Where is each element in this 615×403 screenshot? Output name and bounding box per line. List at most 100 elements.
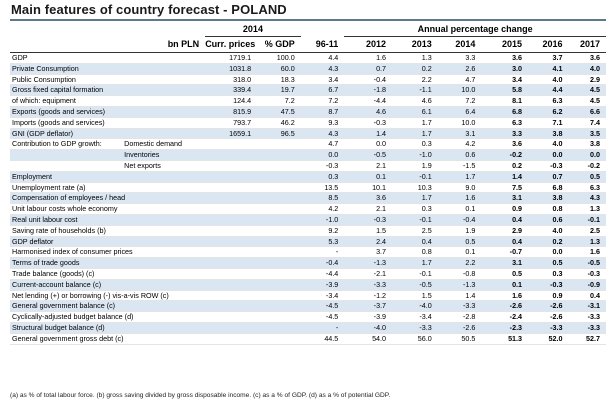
cell-year-value: 1.5: [392, 290, 438, 302]
cell-year-value: -0.7: [481, 246, 529, 259]
cell-year-value: 4.7: [437, 74, 482, 86]
cell-year-value: 0.8: [392, 246, 438, 259]
cell-year-value: 1.7: [392, 117, 438, 129]
cell-year-value: 10.0: [437, 84, 482, 97]
cell-year-value: 3.3: [481, 128, 529, 140]
cell-year-value: 0.3: [392, 203, 438, 215]
cell-year-value: 3.6: [344, 192, 393, 205]
cell-year-value: 7.2: [437, 95, 482, 107]
col-avg-header: 96-11: [300, 36, 345, 53]
row-label: Real unit labour cost: [10, 214, 206, 226]
cell-year-value: 2.1: [344, 203, 393, 215]
col-curr-header: Curr. prices: [205, 36, 258, 53]
row-label: Employment: [10, 171, 206, 183]
table-row: Structural budget balance (d) - -4.0 -3.3 -2…: [10, 322, 606, 334]
row-label: Trade balance (goods) (c): [10, 268, 206, 280]
cell-year-value: -0.8: [437, 268, 482, 280]
cell-bn: 1719.1: [205, 52, 258, 64]
cell-bn: [205, 300, 258, 313]
table-row: Inventories 0.0 -0.5 -1.0 0.6 -0.2 0.0 0.0: [10, 149, 606, 161]
cell-bn: [205, 333, 258, 345]
cell-year-value: 6.8: [528, 182, 569, 194]
cell-year-value: 3.6: [568, 52, 606, 64]
cell-gdp-share: [257, 160, 301, 172]
cell-bn: [205, 203, 258, 215]
cell-year-value: 10.1: [344, 182, 393, 194]
row-label: GNI (GDP deflator): [10, 128, 206, 140]
cell-year-value: -0.3: [568, 268, 606, 280]
cell-year-value: 0.6: [528, 214, 569, 226]
cell-year-value: 4.1: [528, 63, 569, 75]
cell-year-value: 0.4: [568, 290, 606, 302]
cell-year-value: -0.3: [528, 160, 569, 172]
cell-avg-9611: 4.2: [300, 203, 345, 215]
cell-year-value: 5.8: [481, 84, 529, 97]
cell-year-value: 3.5: [568, 128, 606, 140]
row-label: General government balance (c): [10, 300, 206, 313]
table-row: of which: equipment 124.4 7.2 7.2 -4.4 4.6 7.2…: [10, 95, 606, 107]
table-row: GDP 1719.1 100.0 4.4 1.6 1.3 3.3 3.6 3.7 3.6: [10, 52, 606, 64]
cell-year-value: -2.3: [481, 322, 529, 334]
table-row: Public Consumption 318.0 18.3 3.4 -0.4 2.2 4.7…: [10, 74, 606, 86]
row-label: Structural budget balance (d): [10, 322, 206, 334]
cell-avg-9611: -4.5: [300, 311, 345, 323]
table-row: Unit labour costs whole economy 4.2 2.1 0.3…: [10, 203, 606, 215]
cell-year-value: 1.9: [392, 160, 438, 172]
cell-year-value: -0.3: [528, 279, 569, 291]
cell-bn: [205, 279, 258, 291]
cell-gdp-share: 47.5: [257, 106, 301, 118]
cell-avg-9611: 0.0: [300, 149, 345, 161]
cell-gdp-share: [257, 279, 301, 291]
row-label: Current-account balance (c): [10, 279, 206, 291]
cell-year-value: 0.1: [437, 203, 482, 215]
cell-year-value: -4.4: [344, 95, 393, 107]
cell-year-value: 1.9: [437, 225, 482, 237]
cell-year-value: -4.0: [344, 322, 393, 334]
cell-gdp-share: [257, 192, 301, 205]
table-row: General government balance (c) -4.5 -3.7 -4…: [10, 300, 606, 313]
row-label: Private Consumption: [10, 63, 206, 75]
cell-year-value: -3.9: [344, 311, 393, 323]
cell-bn: [205, 268, 258, 280]
cell-year-value: -2.6: [481, 300, 529, 313]
cell-year-value: 0.6: [437, 149, 482, 161]
cell-year-value: 0.3: [392, 138, 438, 151]
cell-avg-9611: 6.7: [300, 84, 345, 97]
cell-year-value: 2.2: [392, 74, 438, 86]
cell-bn: [205, 246, 258, 259]
table-row: GNI (GDP deflator) 1659.1 96.5 4.3 1.4 1.7 3.1…: [10, 128, 606, 140]
cell-year-value: 50.5: [437, 333, 482, 345]
cell-bn: [205, 225, 258, 237]
cell-year-value: 0.0: [528, 149, 569, 161]
cell-year-value: 56.0: [392, 333, 438, 345]
cell-year-value: 0.2: [392, 63, 438, 75]
cell-year-value: -3.3: [437, 300, 482, 313]
cell-year-value: 4.3: [568, 192, 606, 205]
cell-year-value: 10.3: [392, 182, 438, 194]
cell-bn: 124.4: [205, 95, 258, 107]
cell-year-value: 3.8: [528, 128, 569, 140]
cell-year-value: -2.6: [528, 311, 569, 323]
cell-year-value: 4.4: [528, 84, 569, 97]
cell-year-value: 1.3: [568, 236, 606, 248]
cell-bn: [205, 160, 258, 172]
cell-year-value: 4.0: [528, 74, 569, 86]
cell-year-value: 1.6: [481, 290, 529, 302]
cell-year-value: -1.1: [392, 84, 438, 97]
cell-bn: [205, 290, 258, 302]
cell-avg-9611: 4.7: [300, 138, 345, 151]
row-label: Imports (goods and services): [10, 117, 206, 129]
cell-bn: [205, 182, 258, 194]
cell-year-value: 52.7: [568, 333, 606, 345]
annual-change-header: Annual percentage change: [344, 22, 606, 37]
cell-year-value: 3.1: [481, 192, 529, 205]
cell-gdp-share: 7.2: [257, 95, 301, 107]
col-year-header: 2013: [392, 36, 438, 53]
cell-avg-9611: 4.3: [300, 63, 345, 75]
table-row: Trade balance (goods) (c) -4.4 -2.1 -0.1 -0.…: [10, 268, 606, 280]
cell-year-value: 1.4: [437, 290, 482, 302]
cell-year-value: 7.4: [568, 117, 606, 129]
page-title: Main features of country forecast - POLA…: [11, 2, 287, 17]
cell-year-value: -3.1: [568, 300, 606, 313]
cell-avg-9611: -3.4: [300, 290, 345, 302]
